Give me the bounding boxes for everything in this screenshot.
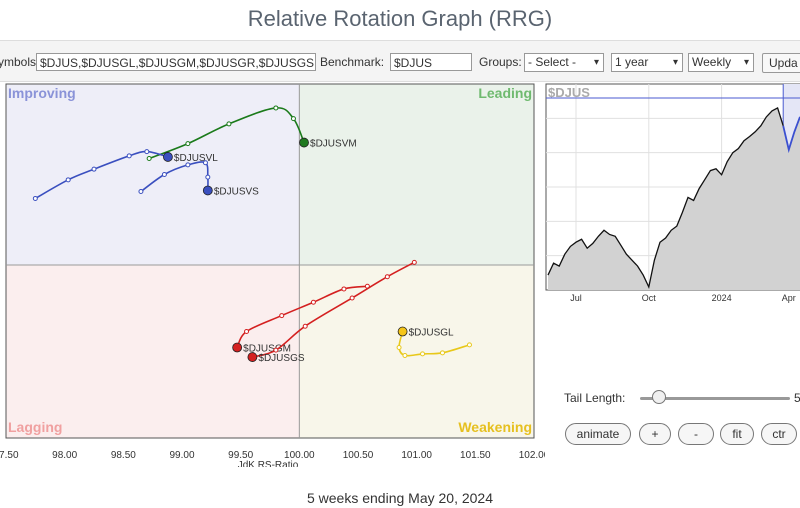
tail-point-djusvs <box>202 160 208 166</box>
benchmark-label: Benchmark: <box>320 55 385 69</box>
x-tick-label: 98.00 <box>52 450 77 461</box>
head-point-djusvm[interactable] <box>299 137 309 148</box>
benchmark-area <box>548 107 800 290</box>
groups-select[interactable]: - Select - ▾ <box>524 53 604 72</box>
tail-point-djusgl <box>466 342 472 348</box>
x-tick-label: 99.50 <box>228 450 253 461</box>
tail-point-djusgl <box>439 350 445 356</box>
x-tick-label: 98.50 <box>111 450 136 461</box>
symbols-label: ymbols: <box>0 55 40 69</box>
quadrant-label-lagging: Lagging <box>8 419 62 435</box>
tail-length-label: Tail Length: <box>564 391 626 405</box>
tail-point-djusvs <box>138 189 144 195</box>
frequency-select-value: Weekly <box>692 55 732 69</box>
quadrant-label-improving: Improving <box>8 85 76 101</box>
x-tick-label: 100.50 <box>343 450 374 461</box>
period-select-value: 1 year <box>615 55 649 69</box>
controls-bar: ymbols: $DJUS,$DJUSGL,$DJUSGM,$DJUSGR,$D… <box>0 40 800 82</box>
x-tick-label: 97.50 <box>0 450 19 461</box>
tail-point-djusgs <box>302 323 308 329</box>
tail-point-djusgs <box>411 259 417 265</box>
tail-length-value: 5 <box>794 391 800 405</box>
x-tick-label: 101.50 <box>460 450 491 461</box>
tail-point-djusvl <box>65 177 71 183</box>
quadrant-improving <box>6 84 300 265</box>
frequency-select[interactable]: Weekly ▾ <box>688 53 754 72</box>
tail-point-djusgl <box>402 352 408 358</box>
benchmark-x-tick-label: Jul <box>570 293 582 303</box>
center-button[interactable]: ctr <box>761 423 797 445</box>
animate-button[interactable]: animate <box>565 423 631 445</box>
series-label-djusvs: $DJUSVS <box>214 186 259 197</box>
tail-point-djusgs <box>273 347 279 353</box>
benchmark-line-highlight <box>782 116 800 154</box>
benchmark-chart: $DJUS Jul Oct 2024 Apr <box>545 83 800 303</box>
benchmark-line <box>547 106 784 290</box>
tail-length-slider-handle[interactable] <box>652 390 666 404</box>
chevron-down-icon: ▾ <box>743 57 749 68</box>
quadrant-weakening <box>299 264 534 438</box>
period-select[interactable]: 1 year ▾ <box>611 53 683 72</box>
tail-point-djusgm <box>310 299 316 305</box>
tail-point-djusvm <box>226 121 232 127</box>
plot-frame <box>5 83 535 439</box>
groups-select-value: - Select - <box>528 55 577 69</box>
footer-caption: 5 weeks ending May 20, 2024 <box>306 490 493 506</box>
series-label-djusgm: $DJUSGM <box>243 344 291 355</box>
tail-point-djusvl <box>144 149 150 155</box>
head-point-djusgs[interactable] <box>247 352 258 362</box>
benchmark-input[interactable]: $DJUS <box>390 53 472 71</box>
tail-point-djusgs <box>384 274 390 280</box>
tail-point-djusvl <box>91 166 97 172</box>
tail-point-djusvs <box>205 174 211 180</box>
tail-point-djusvs <box>185 162 191 168</box>
tail-point-djusgl <box>396 345 402 351</box>
quadrant-leading <box>299 84 534 265</box>
tail-point-djusgl <box>420 351 426 357</box>
series-label-djusvm: $DJUSVM <box>310 139 357 150</box>
quadrant-lagging <box>6 264 300 438</box>
head-point-djusvs[interactable] <box>202 185 213 196</box>
tail-line-djusgs <box>252 261 415 358</box>
chevron-down-icon: ▾ <box>672 57 678 68</box>
series-label-djusgs: $DJUSGS <box>258 353 304 364</box>
groups-label: Groups: <box>479 55 522 69</box>
benchmark-x-tick-label: Oct <box>642 293 657 303</box>
x-tick-label: 101.00 <box>401 450 432 461</box>
tail-point-djusgm <box>279 313 285 319</box>
tail-point-djusvm <box>185 141 191 147</box>
chevron-down-icon: ▾ <box>593 57 599 68</box>
update-button[interactable]: Upda <box>762 53 800 73</box>
tail-point-djusvs <box>161 171 167 177</box>
tail-point-djusgm <box>244 329 250 335</box>
tail-length-slider[interactable] <box>640 397 790 400</box>
series-label-djusvl: $DJUSVL <box>174 153 218 164</box>
x-tick-label: 102.00 <box>519 450 545 461</box>
quadrant-label-weakening: Weakening <box>458 419 532 435</box>
x-axis-title: JdK RS-Ratio <box>238 460 299 467</box>
rrg-chart[interactable]: Improving Leading Lagging Weakening 97.50 98.… <box>0 82 545 467</box>
fit-button[interactable]: fit <box>720 423 754 445</box>
x-tick-label: 100.00 <box>284 450 315 461</box>
x-tick-label: 99.00 <box>169 450 194 461</box>
tail-point-djusvl <box>32 195 38 201</box>
benchmark-x-tick-label: 2024 <box>712 293 732 303</box>
series-label-djusgl: $DJUSGL <box>409 328 454 339</box>
tail-point-djusvl <box>126 153 132 159</box>
benchmark-x-tick-label: Apr <box>782 293 796 303</box>
tail-point-djusgm <box>341 286 347 292</box>
tail-point-djusvm <box>273 105 279 111</box>
tail-point-djusgs <box>349 295 355 301</box>
tail-point-djusvm <box>290 116 296 122</box>
quadrant-label-leading: Leading <box>478 85 532 101</box>
head-point-djusvl[interactable] <box>163 152 173 162</box>
page-title: Relative Rotation Graph (RRG) <box>247 6 553 31</box>
head-point-djusgl[interactable] <box>397 326 408 337</box>
symbols-input[interactable]: $DJUS,$DJUSGL,$DJUSGM,$DJUSGR,$DJUSGS <box>36 53 316 71</box>
zoom-out-button[interactable]: - <box>678 423 714 445</box>
benchmark-title: $DJUS <box>548 85 590 100</box>
zoom-in-button[interactable]: + <box>639 423 671 445</box>
head-point-djusgm[interactable] <box>232 342 243 353</box>
tail-point-djusvm <box>146 156 152 162</box>
